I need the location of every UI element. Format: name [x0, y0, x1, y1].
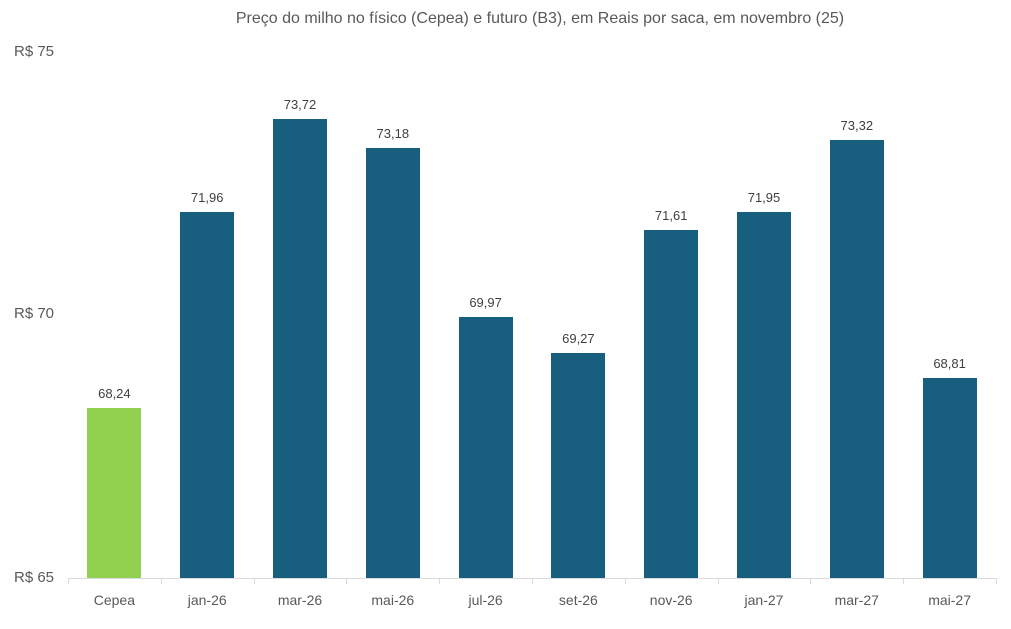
- x-category-label: mai-27: [928, 592, 971, 608]
- y-tick-65: R$ 65: [14, 569, 55, 586]
- x-category-label: mai-26: [371, 592, 415, 608]
- x-tick-mark: [810, 578, 812, 584]
- bar-set-26: [551, 353, 606, 578]
- bar-Cepea: [87, 407, 142, 578]
- x-tick-mark: [624, 578, 626, 584]
- x-category-label: Cepea: [93, 592, 136, 608]
- bar-value-label: 73,72: [283, 97, 317, 113]
- y-tick-70: R$ 70: [14, 305, 55, 322]
- x-tick-mark: [68, 578, 69, 584]
- x-category-label: jul-26: [468, 592, 503, 608]
- chart-title: Preço do milho no físico (Cepea) e futur…: [235, 10, 845, 27]
- bar-value-label: 69,27: [562, 331, 595, 347]
- bar-value-label: 69,97: [469, 294, 502, 310]
- x-category-label: mar-26: [277, 592, 323, 608]
- bar-mar-26: [273, 119, 327, 578]
- bar-nov-26: [644, 230, 699, 578]
- x-tick-mark: [717, 578, 719, 584]
- bar-jan-26: [180, 211, 235, 578]
- bar-value-label: 71,95: [747, 190, 781, 206]
- x-category-label: jan-27: [744, 592, 784, 608]
- x-tick-mark: [996, 578, 997, 584]
- bar-jan-27: [737, 212, 791, 578]
- y-tick-75: R$ 75: [14, 43, 55, 60]
- x-category-label: jan-26: [187, 592, 227, 608]
- bar-mar-27: [829, 140, 884, 578]
- bar-jul-26: [458, 316, 513, 578]
- x-tick-mark: [160, 578, 162, 584]
- x-tick-mark: [346, 578, 348, 584]
- bar-mai-26: [365, 147, 420, 578]
- x-tick-mark: [253, 578, 255, 584]
- x-category-label: set-26: [558, 592, 598, 608]
- x-tick-mark: [903, 578, 905, 584]
- bar-value-label: 73,32: [840, 118, 874, 134]
- bar-value-label: 68,81: [933, 355, 966, 371]
- bar-value-label: 68,24: [98, 385, 131, 401]
- x-tick-mark: [532, 578, 533, 584]
- bar-value-label: 71,96: [190, 189, 224, 205]
- bar-value-label: 71,61: [654, 208, 688, 224]
- x-tick-mark: [439, 578, 441, 584]
- bar-value-label: 73,18: [376, 125, 410, 141]
- x-category-label: mar-27: [834, 592, 879, 608]
- bar-mai-27: [922, 377, 977, 578]
- x-category-label: nov-26: [649, 592, 693, 608]
